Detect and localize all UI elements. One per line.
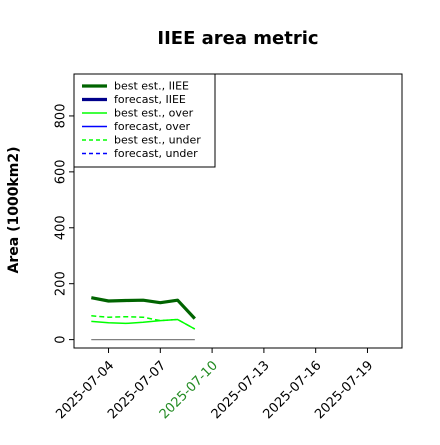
y-tick-label: 600 — [54, 159, 69, 184]
series-line-2 — [91, 318, 196, 330]
y-tick-label: 400 — [54, 215, 69, 240]
y-tick-label: 200 — [54, 271, 69, 296]
legend-label-2: best est., over — [114, 107, 194, 120]
legend-box — [73, 73, 216, 168]
x-axis-ticks: 2025-07-042025-07-072025-07-102025-07-13… — [53, 348, 376, 422]
legend-label-3: forecast, over — [114, 120, 190, 133]
series-layer — [90, 296, 196, 330]
legend-label-1: forecast, IIEE — [114, 93, 186, 106]
chart-title: IIEE area metric — [157, 28, 318, 49]
y-axis-ticks: 0 200 400 600 800 — [54, 104, 74, 344]
plot-frame — [73, 73, 403, 349]
y-axis-label: Area (1000km2) — [6, 147, 22, 274]
legend-label-0: best est., IIEE — [114, 80, 189, 93]
series-line-0 — [90, 296, 196, 320]
legend-label-4: best est., under — [114, 134, 201, 147]
y-tick-label: 800 — [54, 104, 69, 129]
y-tick-label: 0 — [54, 335, 69, 343]
legend-label-5: forecast, under — [114, 147, 198, 160]
series-line-4 — [91, 315, 196, 330]
